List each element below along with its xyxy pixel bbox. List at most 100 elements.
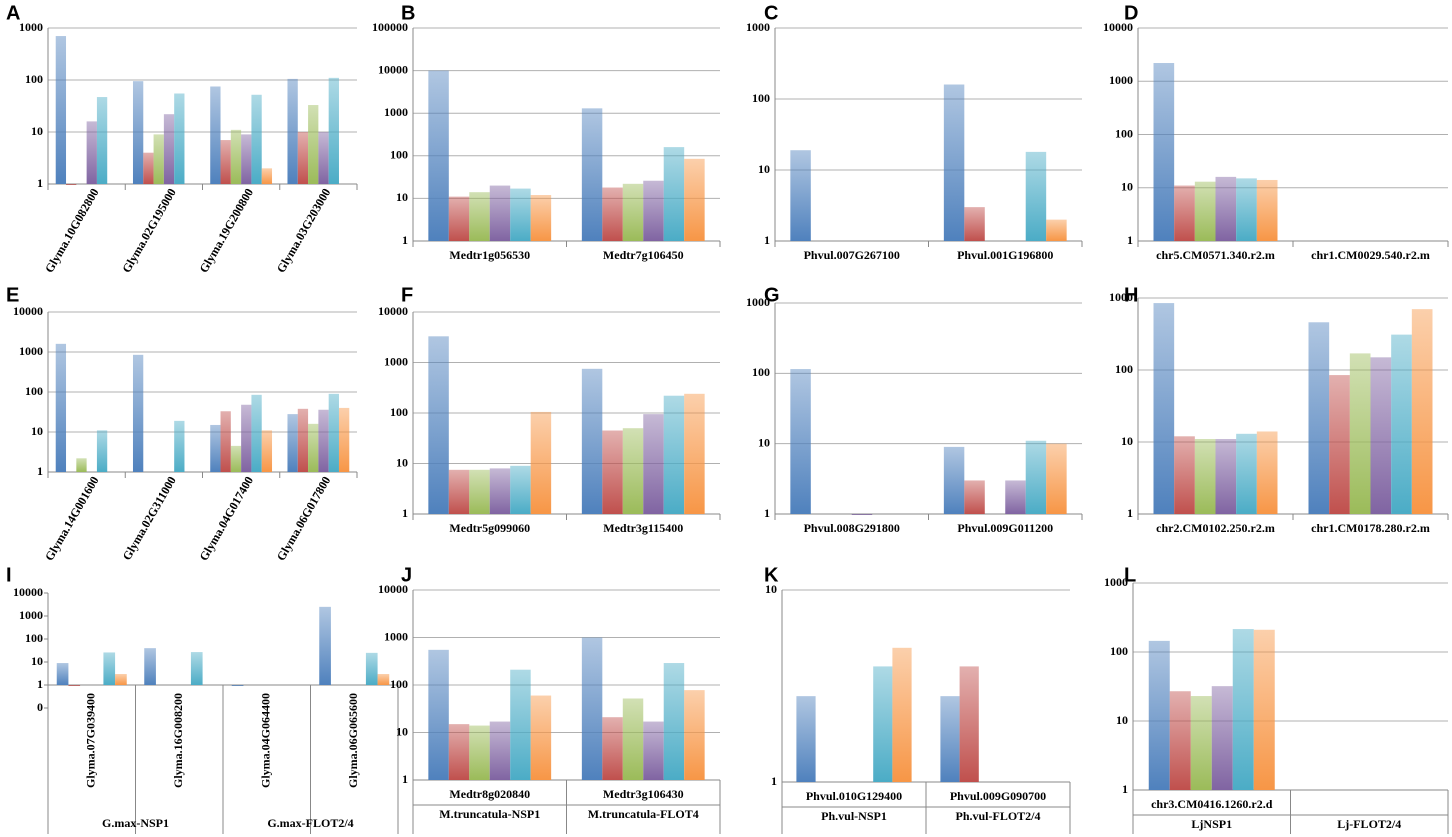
x-tick-label: Glyma.03G203000	[274, 186, 334, 275]
bar	[1190, 696, 1212, 790]
bar	[287, 78, 298, 184]
y-tick-label: 1000	[19, 608, 43, 622]
bar	[1046, 219, 1067, 241]
y-tick-label: 10	[396, 455, 408, 469]
bar	[365, 652, 378, 685]
bar	[220, 411, 231, 472]
bar	[1256, 431, 1278, 514]
bar	[308, 423, 319, 472]
x-tick-label: Medtr7g106450	[603, 248, 684, 262]
y-tick-label: 10	[1116, 713, 1128, 727]
bar	[622, 183, 644, 241]
bar	[86, 121, 97, 184]
bar	[76, 458, 87, 472]
x-tick-label: chr5.CM0571.340.r2.m	[1156, 248, 1275, 262]
bar	[55, 343, 67, 472]
panel: E 1 10 100 1000 10000 Glyma.14G001600 Glyma.02G…	[6, 284, 358, 563]
bar	[489, 721, 511, 780]
group-label: M.truncatula-FLOT4	[588, 807, 699, 821]
bar	[220, 140, 231, 184]
bar	[469, 469, 490, 514]
bar	[1153, 63, 1175, 241]
y-tick-label: 100	[752, 91, 770, 105]
panel: J 1 10 100 1000 10000 Medtr8g020840 Medtr3g1064…	[378, 564, 721, 834]
bar	[1308, 322, 1330, 514]
y-tick-label: 100	[25, 631, 43, 645]
bar	[1329, 375, 1350, 514]
panel: K 1 10 Phvul.010G129400 Phvul.009G090700 Ph.v…	[764, 564, 1071, 834]
x-tick-label: chr1.CM0178.280.r2.m	[1311, 521, 1430, 535]
panel-letter: D	[1124, 2, 1138, 24]
panel: C 1 10 100 1000 Phvul.007G267100 Phvul.001G196…	[746, 2, 1083, 262]
bar	[790, 150, 811, 241]
bar	[428, 70, 449, 241]
y-tick-label: 1	[764, 506, 770, 520]
bar	[174, 93, 185, 184]
y-tick-label: 100	[1115, 126, 1133, 140]
bar	[1046, 443, 1067, 514]
x-tick-label: Glyma.10G082800	[42, 186, 102, 275]
panel: H 1 10 100 1000 chr2.CM0102.250.r2.m chr1.CM01…	[1109, 284, 1449, 535]
y-tick-label: 1000	[1109, 73, 1133, 87]
bar	[1025, 440, 1047, 514]
x-tick-label: chr2.CM0102.250.r2.m	[1156, 521, 1275, 535]
bar	[132, 354, 144, 472]
y-tick-label: 1	[402, 506, 408, 520]
bar	[943, 446, 965, 514]
bar	[96, 430, 108, 472]
bar	[318, 132, 329, 184]
bar	[1232, 629, 1254, 790]
bar	[210, 424, 221, 472]
bar	[940, 696, 960, 782]
bar	[530, 695, 552, 780]
y-tick-label: 10000	[378, 62, 408, 76]
group-label: G.max-FLOT2/4	[267, 816, 353, 830]
bar	[143, 152, 154, 184]
bar	[1194, 181, 1216, 241]
bar	[851, 514, 873, 515]
bar	[1236, 178, 1257, 241]
bar	[663, 147, 685, 241]
x-tick-label: chr3.CM0416.1260.r2.d	[1151, 797, 1273, 811]
panel: F 1 10 100 1000 10000 Medtr5g099060 Medtr3g1154…	[378, 284, 721, 535]
bar	[602, 430, 623, 514]
y-tick-label: 1	[402, 772, 408, 786]
bar	[448, 196, 470, 241]
panel-letter: E	[6, 284, 19, 306]
bar	[684, 393, 705, 514]
group-label: G.max-NSP1	[102, 816, 169, 830]
x-tick-label: Phvul.009G090700	[950, 789, 1046, 803]
bar	[1253, 629, 1275, 790]
panel-letter: I	[6, 564, 12, 586]
bar	[622, 698, 644, 780]
x-tick-label: Glyma.07G039400	[84, 693, 98, 788]
y-tick-label: 100	[1115, 362, 1133, 376]
bar	[663, 663, 685, 780]
panel-letter: F	[401, 284, 413, 306]
panel-letter: H	[1124, 284, 1138, 306]
y-tick-label: 1000	[19, 20, 43, 34]
x-tick-label: Medtr3g106430	[603, 787, 684, 801]
y-tick-label: 1	[37, 677, 43, 691]
y-tick-label: 10	[396, 724, 408, 738]
bar	[448, 724, 470, 780]
bar	[297, 408, 309, 472]
bar	[964, 480, 985, 514]
bar	[1194, 439, 1216, 514]
bar	[1215, 176, 1237, 241]
bar	[1391, 334, 1412, 514]
bar	[231, 685, 244, 686]
bar	[510, 188, 531, 241]
bar	[144, 648, 156, 685]
bar	[55, 36, 67, 184]
bar	[241, 134, 252, 184]
x-tick-label: Phvul.009G011200	[957, 521, 1053, 535]
y-tick-label: 100	[25, 72, 43, 86]
bar	[318, 409, 329, 472]
bar	[663, 395, 685, 514]
panel: I 0 1 10 100 1000 10000 Glyma.07G039400 Glyma.16…	[6, 564, 399, 834]
panel-letter: K	[764, 564, 779, 586]
bar	[1005, 480, 1026, 514]
x-tick-label: Medtr5g099060	[449, 521, 530, 535]
bar	[622, 428, 644, 514]
